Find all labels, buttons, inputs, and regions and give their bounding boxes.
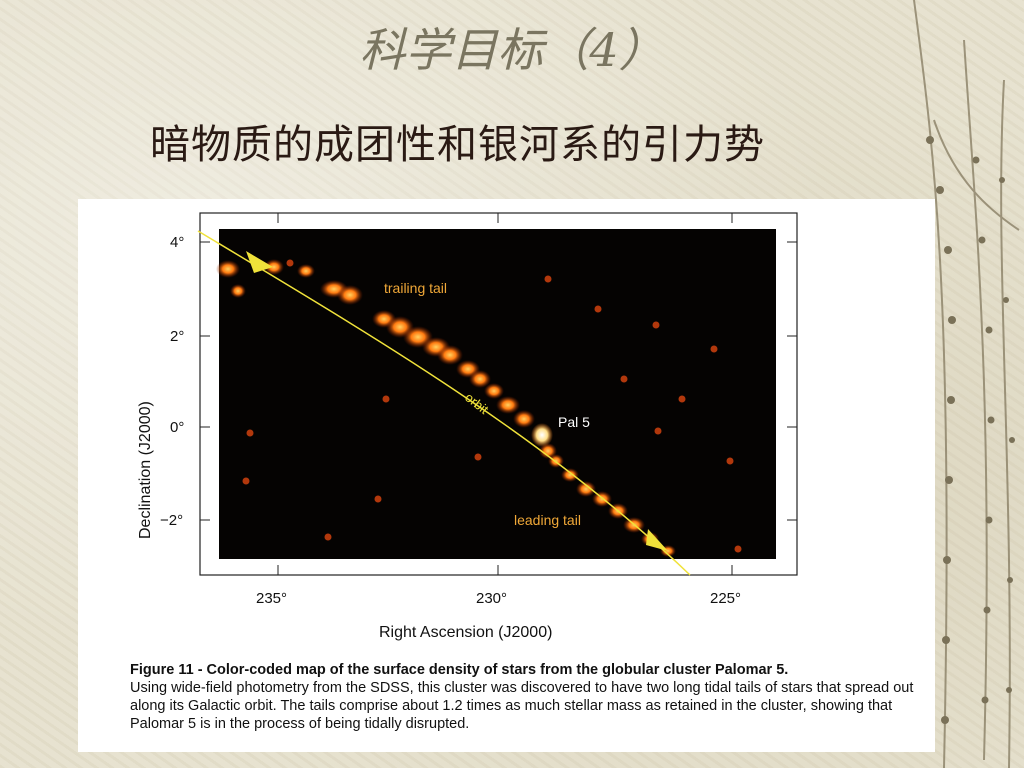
stream-blob <box>437 345 463 365</box>
trailing-tail-label: trailing tail <box>384 280 447 296</box>
y-tick-2: 2° <box>170 328 184 345</box>
stream-blob <box>469 370 491 388</box>
y-axis-label: Declination (J2000) <box>137 401 154 539</box>
figure-caption: Figure 11 - Color-coded map of the surfa… <box>130 661 930 733</box>
stream-blob <box>337 285 363 305</box>
stream-blob <box>496 396 520 414</box>
palomar5-core <box>531 423 553 447</box>
background-source <box>242 477 250 485</box>
y-tick-0: 0° <box>170 419 184 436</box>
background-source <box>246 429 254 437</box>
background-source <box>678 395 686 403</box>
background-source <box>726 457 734 465</box>
orbit-arrow-bottom <box>646 529 668 551</box>
background-source <box>620 375 628 383</box>
background-source <box>652 321 660 329</box>
stream-blob <box>216 260 240 278</box>
x-tick-235: 235° <box>256 590 287 607</box>
orbit-line <box>197 230 691 576</box>
leading-tail-label: leading tail <box>514 512 581 528</box>
stream-blob <box>561 468 579 482</box>
background-source <box>734 545 742 553</box>
background-source <box>382 395 390 403</box>
background-source <box>710 345 718 353</box>
stream-blob <box>264 259 284 275</box>
slide-title: 科学目标（4） <box>359 23 665 77</box>
density-map-plot: trailing tail orbit Pal 5 leading tail 4… <box>137 212 798 641</box>
caption-body: Using wide-field photometry from the SDS… <box>130 680 914 732</box>
background-source <box>286 259 294 267</box>
orbit-arrow-top <box>246 251 273 273</box>
y-tick-neg2: −2° <box>160 512 183 529</box>
background-source <box>544 275 552 283</box>
x-tick-230: 230° <box>476 590 507 607</box>
figure-panel: trailing tail orbit Pal 5 leading tail 4… <box>78 199 935 752</box>
caption-title: Figure 11 - Color-coded map of the surfa… <box>130 662 789 678</box>
background-source <box>654 427 662 435</box>
stream-blob <box>576 481 596 497</box>
background-source <box>324 533 332 541</box>
pal5-label: Pal 5 <box>558 414 590 430</box>
stream-blob <box>297 264 315 278</box>
background-source <box>374 495 382 503</box>
y-tick-4: 4° <box>170 234 184 251</box>
stream-blob <box>230 284 246 298</box>
background-source <box>594 305 602 313</box>
x-axis-label: Right Ascension (J2000) <box>379 624 552 641</box>
slide-subtitle: 暗物质的成团性和银河系的引力势 <box>150 122 765 168</box>
background-source <box>474 453 482 461</box>
background-stars <box>242 259 742 553</box>
x-tick-225: 225° <box>710 590 741 607</box>
stream-blob <box>592 491 612 507</box>
stream-blob <box>513 410 535 428</box>
branch-decoration <box>913 0 1020 768</box>
stream-blob <box>484 383 504 399</box>
